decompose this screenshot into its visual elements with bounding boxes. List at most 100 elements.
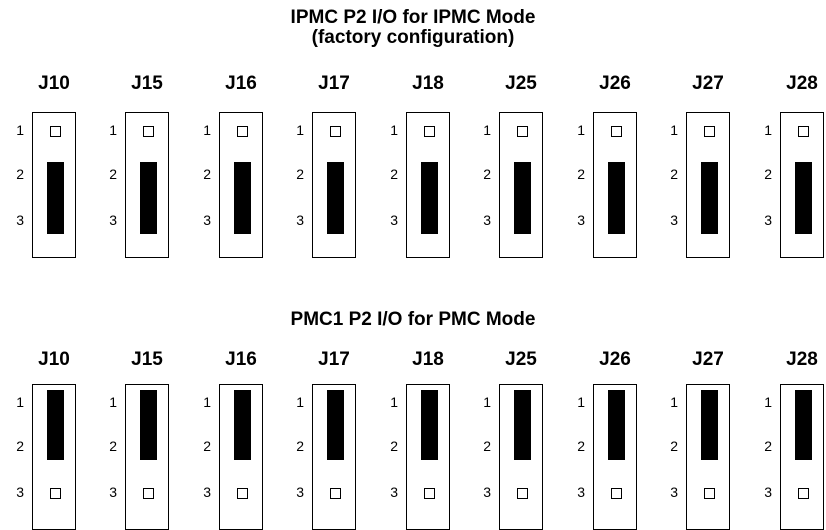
jumper-header	[312, 384, 356, 530]
open-pin	[236, 487, 248, 499]
open-pin	[516, 125, 528, 137]
jumper-label: J25	[505, 349, 537, 370]
jumper-shunt	[139, 390, 157, 460]
jumper-label: J16	[225, 73, 257, 94]
jumper-label: J28	[786, 349, 818, 370]
pin-number: 1	[764, 394, 772, 410]
pin-number: 2	[109, 438, 117, 454]
pin-number: 1	[296, 122, 304, 138]
jumper-shunt	[233, 390, 251, 460]
pin-number: 1	[203, 394, 211, 410]
pin-number: 2	[764, 166, 772, 182]
open-pin	[610, 487, 622, 499]
pin-number: 2	[203, 438, 211, 454]
pin-number: 2	[296, 438, 304, 454]
pin-number: 3	[109, 484, 117, 500]
pin-number: 2	[577, 438, 585, 454]
jumper-label: J27	[692, 73, 724, 94]
pin-number: 3	[16, 212, 24, 228]
jumper-label: J17	[318, 349, 350, 370]
open-pin	[329, 487, 341, 499]
jumper-header	[780, 384, 824, 530]
jumper-header	[125, 112, 169, 258]
pin-number: 2	[296, 166, 304, 182]
pin-number: 2	[390, 438, 398, 454]
jumper-label: J26	[599, 349, 631, 370]
pin-number: 1	[390, 122, 398, 138]
pin-number: 1	[670, 122, 678, 138]
jumper-label: J10	[38, 349, 70, 370]
jumper-label: J10	[38, 73, 70, 94]
jumper-shunt	[700, 390, 718, 460]
jumper-shunt	[513, 390, 531, 460]
pin-number: 1	[16, 122, 24, 138]
open-pin	[797, 125, 809, 137]
jumper-header	[686, 112, 730, 258]
pin-number: 1	[203, 122, 211, 138]
jumper-shunt	[607, 390, 625, 460]
jumper-shunt	[794, 162, 812, 234]
open-pin	[49, 487, 61, 499]
jumper-header	[219, 112, 263, 258]
pin-number: 1	[764, 122, 772, 138]
pin-number: 3	[577, 484, 585, 500]
jumper-shunt	[46, 162, 64, 234]
jumper-header	[406, 384, 450, 530]
pin-number: 3	[203, 212, 211, 228]
pin-number: 2	[16, 166, 24, 182]
pin-number: 2	[483, 166, 491, 182]
jumper-header	[406, 112, 450, 258]
open-pin	[423, 125, 435, 137]
jumper-label: J26	[599, 73, 631, 94]
section-title: (factory configuration)	[311, 27, 515, 48]
jumper-shunt	[420, 390, 438, 460]
open-pin	[142, 487, 154, 499]
jumper-label: J15	[131, 73, 163, 94]
pin-number: 2	[483, 438, 491, 454]
jumper-shunt	[700, 162, 718, 234]
pin-number: 2	[764, 438, 772, 454]
open-pin	[142, 125, 154, 137]
open-pin	[703, 487, 715, 499]
pin-number: 3	[670, 212, 678, 228]
pin-number: 3	[203, 484, 211, 500]
jumper-header	[32, 384, 76, 530]
jumper-label: J25	[505, 73, 537, 94]
pin-number: 1	[390, 394, 398, 410]
pin-number: 2	[670, 166, 678, 182]
pin-number: 1	[670, 394, 678, 410]
pin-number: 3	[109, 212, 117, 228]
open-pin	[797, 487, 809, 499]
jumper-header	[125, 384, 169, 530]
pin-number: 3	[296, 484, 304, 500]
jumper-header	[593, 112, 637, 258]
pin-number: 3	[390, 484, 398, 500]
pin-number: 3	[483, 212, 491, 228]
pin-number: 1	[483, 394, 491, 410]
jumper-header	[686, 384, 730, 530]
jumper-shunt	[420, 162, 438, 234]
pin-number: 1	[109, 122, 117, 138]
jumper-shunt	[139, 162, 157, 234]
jumper-header	[499, 112, 543, 258]
pin-number: 3	[764, 212, 772, 228]
jumper-header	[780, 112, 824, 258]
open-pin	[329, 125, 341, 137]
pin-number: 2	[390, 166, 398, 182]
pin-number: 1	[577, 122, 585, 138]
pin-number: 1	[16, 394, 24, 410]
jumper-header	[312, 112, 356, 258]
pin-number: 2	[577, 166, 585, 182]
pin-number: 2	[203, 166, 211, 182]
jumper-header	[219, 384, 263, 530]
jumper-label: J28	[786, 73, 818, 94]
jumper-shunt	[326, 390, 344, 460]
jumper-label: J16	[225, 349, 257, 370]
pin-number: 1	[109, 394, 117, 410]
jumper-label: J27	[692, 349, 724, 370]
section-title: IPMC P2 I/O for IPMC Mode	[290, 7, 536, 28]
pin-number: 3	[296, 212, 304, 228]
pin-number: 1	[296, 394, 304, 410]
pin-number: 3	[483, 484, 491, 500]
jumper-shunt	[794, 390, 812, 460]
